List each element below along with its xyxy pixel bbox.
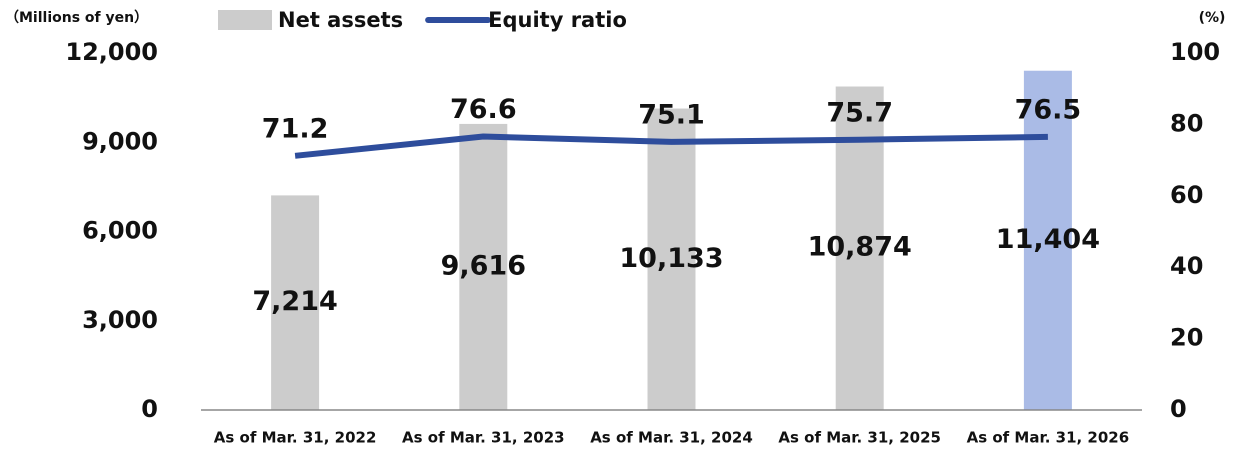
y2-axis-label: (%) bbox=[1199, 10, 1226, 26]
bar bbox=[1023, 70, 1072, 410]
y2-tick-label: 0 bbox=[1170, 395, 1187, 423]
y-axis-label: （Millions of yen） bbox=[5, 10, 148, 26]
bar-value-label: 10,874 bbox=[808, 232, 912, 263]
bar-value-label: 9,616 bbox=[441, 250, 526, 281]
y-tick-label: 6,000 bbox=[82, 217, 158, 245]
y2-tick-label: 60 bbox=[1170, 181, 1203, 209]
legend-label: Equity ratio bbox=[488, 8, 627, 32]
x-tick-label: As of Mar. 31, 2022 bbox=[214, 429, 377, 447]
x-tick-label: As of Mar. 31, 2024 bbox=[590, 429, 753, 447]
line-value-label: 71.2 bbox=[262, 113, 329, 144]
bar bbox=[271, 195, 320, 410]
x-tick-label: As of Mar. 31, 2023 bbox=[402, 429, 565, 447]
x-tick-label: As of Mar. 31, 2026 bbox=[967, 429, 1130, 447]
line-value-label: 76.6 bbox=[450, 94, 517, 125]
line-value-label: 76.5 bbox=[1015, 94, 1082, 125]
line-value-label: 75.1 bbox=[638, 99, 705, 130]
y2-tick-label: 20 bbox=[1170, 324, 1203, 352]
y2-tick-label: 100 bbox=[1170, 38, 1220, 66]
legend-label: Net assets bbox=[278, 8, 403, 32]
x-tick-label: As of Mar. 31, 2025 bbox=[778, 429, 941, 447]
bar bbox=[459, 123, 508, 410]
y-tick-label: 0 bbox=[141, 395, 158, 423]
bar-value-label: 7,214 bbox=[252, 286, 337, 317]
y2-tick-label: 80 bbox=[1170, 109, 1203, 137]
y-tick-label: 3,000 bbox=[82, 306, 158, 334]
legend-swatch bbox=[218, 10, 272, 30]
bar-value-label: 11,404 bbox=[996, 224, 1100, 255]
bar-value-label: 10,133 bbox=[619, 243, 723, 274]
line-value-label: 75.7 bbox=[826, 97, 893, 128]
y-tick-label: 12,000 bbox=[65, 38, 158, 66]
line bbox=[294, 133, 1048, 159]
y2-tick-label: 40 bbox=[1170, 252, 1203, 280]
y-tick-label: 9,000 bbox=[82, 127, 158, 155]
bar bbox=[647, 108, 696, 411]
